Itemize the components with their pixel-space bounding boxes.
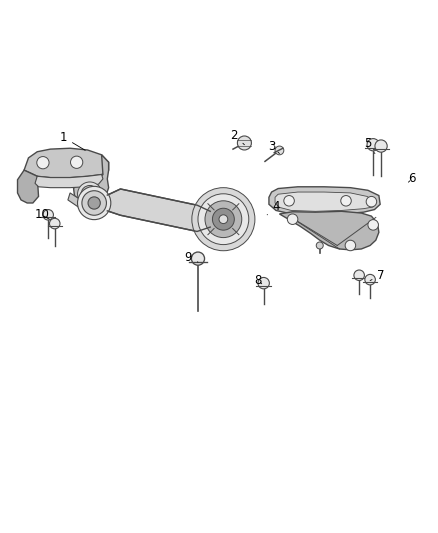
Circle shape <box>366 197 377 207</box>
Circle shape <box>78 187 111 220</box>
Text: 8: 8 <box>255 274 262 287</box>
Text: 4: 4 <box>267 199 280 215</box>
Polygon shape <box>275 192 374 211</box>
Text: 2: 2 <box>230 128 244 145</box>
Circle shape <box>37 157 49 169</box>
Polygon shape <box>35 174 103 188</box>
Polygon shape <box>269 187 380 215</box>
Polygon shape <box>279 211 379 250</box>
Circle shape <box>287 214 298 224</box>
Circle shape <box>258 278 269 289</box>
Circle shape <box>71 156 83 168</box>
Circle shape <box>192 188 255 251</box>
Circle shape <box>284 196 294 206</box>
Circle shape <box>354 270 364 280</box>
Circle shape <box>82 191 106 215</box>
Text: 1: 1 <box>60 131 85 150</box>
Circle shape <box>345 240 356 251</box>
Circle shape <box>219 215 228 223</box>
Text: 6: 6 <box>408 172 416 185</box>
Circle shape <box>275 146 284 155</box>
Polygon shape <box>68 193 79 207</box>
Circle shape <box>88 197 100 209</box>
Circle shape <box>78 182 102 206</box>
Circle shape <box>341 196 351 206</box>
Circle shape <box>81 185 99 203</box>
Circle shape <box>43 209 53 220</box>
Circle shape <box>205 201 242 238</box>
Circle shape <box>368 220 378 230</box>
Polygon shape <box>107 189 210 231</box>
Circle shape <box>85 190 94 199</box>
Text: 10: 10 <box>34 208 49 221</box>
Circle shape <box>49 219 60 229</box>
Circle shape <box>212 208 234 230</box>
Circle shape <box>375 140 387 152</box>
Circle shape <box>191 252 205 265</box>
Text: 7: 7 <box>370 269 385 282</box>
Text: 3: 3 <box>268 140 279 154</box>
Circle shape <box>316 242 323 249</box>
Circle shape <box>367 139 379 151</box>
Polygon shape <box>18 170 39 203</box>
Polygon shape <box>74 155 109 201</box>
Circle shape <box>365 274 375 285</box>
Polygon shape <box>24 148 109 177</box>
Text: 5: 5 <box>364 138 375 154</box>
Circle shape <box>198 194 249 245</box>
Text: 9: 9 <box>184 251 198 264</box>
Circle shape <box>237 136 251 150</box>
